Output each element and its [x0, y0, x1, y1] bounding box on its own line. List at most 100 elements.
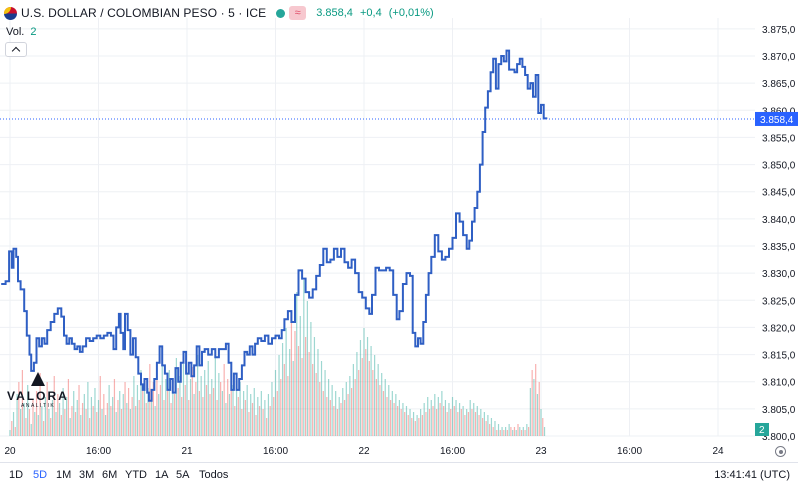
volume-bar — [446, 412, 448, 436]
volume-bar — [487, 415, 489, 436]
volume-bar — [11, 421, 13, 436]
current-price-marker: 3.858,4 2 — [0, 111, 798, 436]
volume-bar — [179, 376, 181, 436]
volume-bar — [133, 376, 135, 436]
clock-readout[interactable]: 13:41:41 (UTC) — [714, 469, 790, 481]
volume-bar — [262, 409, 264, 436]
price-change-percent: (+0,01%) — [388, 7, 434, 19]
range-6m-button[interactable]: 6M — [102, 469, 118, 481]
volume-bar — [66, 397, 68, 436]
volume-bar — [184, 385, 186, 436]
volume-bar — [198, 391, 200, 436]
volume-bar — [418, 418, 420, 436]
volume-bar — [319, 382, 321, 436]
volume-bar — [473, 403, 475, 436]
range-all-button[interactable]: Todos — [199, 469, 229, 481]
range-1d-button[interactable]: 1D — [9, 469, 24, 481]
collapse-legend-button[interactable] — [5, 42, 27, 57]
x-axis[interactable]: 20 16:00 21 16:00 22 16:00 23 16:00 24 — [4, 446, 724, 457]
volume-bar — [39, 373, 41, 436]
y-tick-label: 3.870,0 — [762, 52, 796, 63]
symbol-title[interactable]: U.S. DOLLAR / COLOMBIAN PESO · 5 · ICE — [21, 6, 267, 20]
volume-bar — [308, 352, 310, 436]
volume-bar — [191, 367, 193, 436]
range-1m-button[interactable]: 1M — [56, 469, 72, 481]
volume-bar — [361, 358, 363, 436]
volume-bar — [83, 394, 85, 436]
volume-bar — [223, 364, 225, 436]
volume-bar — [329, 400, 331, 436]
volume-bar — [274, 370, 277, 436]
volume-bar — [519, 427, 521, 436]
y-axis[interactable]: 3.875,0 3.870,0 3.865,0 3.860,0 3.855,0 3.850… — [762, 25, 796, 443]
volume-bar — [99, 376, 101, 436]
volume-bar — [335, 391, 337, 436]
volume-bar — [414, 421, 416, 436]
volume-bar — [177, 388, 179, 436]
x-tick-label: 16:00 — [617, 446, 642, 457]
y-tick-label: 3.875,0 — [762, 25, 796, 36]
volume-bar — [370, 346, 372, 436]
range-5a-button[interactable]: 5A — [176, 469, 190, 481]
range-5d-button[interactable]: 5D — [33, 469, 48, 481]
current-price-label-bg — [755, 111, 798, 126]
volume-bar — [71, 406, 73, 436]
volume-bar — [174, 394, 176, 436]
volume-bar — [41, 406, 43, 436]
y-tick-label: 3.810,0 — [762, 378, 796, 389]
volume-bar — [230, 370, 232, 436]
x-tick-label: 16:00 — [86, 446, 111, 457]
volume-bar — [186, 373, 188, 436]
volume-bar — [529, 388, 531, 436]
range-3m-button[interactable]: 3M — [79, 469, 95, 481]
volume-bar — [115, 412, 117, 436]
volume-bar — [464, 415, 466, 436]
x-tick-label: 22 — [358, 446, 370, 457]
volume-bar — [386, 397, 388, 436]
volume-bar — [494, 421, 496, 436]
volume-bar — [161, 361, 163, 436]
volume-bar — [69, 418, 71, 436]
volume-bar — [159, 385, 162, 436]
settings-gear-icon[interactable] — [775, 446, 786, 457]
volume-bar — [476, 406, 478, 436]
volume-bar — [543, 427, 546, 436]
volume-bar — [450, 409, 452, 436]
volume-bar — [51, 400, 54, 436]
volume-bar — [397, 406, 399, 436]
volume-bar — [103, 394, 105, 436]
range-1a-button[interactable]: 1A — [155, 469, 169, 481]
volume-bar — [92, 406, 94, 436]
price-readout: 3.858,4 +0,4 (+0,01%) — [316, 7, 438, 19]
time-range-toolbar: 1D 5D 1M 3M 6M YTD 1A 5A Todos 13:41:41 … — [0, 462, 798, 485]
volume-bar — [425, 412, 427, 436]
volume-bar — [434, 394, 436, 436]
volume-bar — [416, 415, 418, 436]
volume-bar — [166, 391, 169, 436]
volume-bar — [489, 424, 491, 436]
volume-bar — [301, 358, 303, 436]
approx-badge[interactable]: ≈ — [289, 6, 307, 20]
volume-bar — [258, 406, 261, 436]
range-ytd-button[interactable]: YTD — [125, 469, 147, 481]
volume-bar — [188, 400, 190, 436]
volume-bar — [389, 400, 392, 436]
logo-name: VALORA — [7, 389, 69, 403]
volume-bar — [536, 394, 539, 436]
volume-bar — [402, 403, 404, 436]
volume-bar — [351, 388, 353, 436]
volume-bar — [243, 391, 245, 436]
volume-bar — [540, 409, 542, 436]
volume-bar — [375, 379, 377, 436]
volume-bar — [342, 388, 344, 436]
chart-header: U.S. DOLLAR / COLOMBIAN PESO · 5 · ICE ≈… — [0, 5, 438, 21]
volume-bar — [432, 406, 434, 436]
valora-logo: VALORA ANALITIK — [7, 372, 69, 409]
volume-bar — [67, 379, 70, 436]
volume-bar — [297, 346, 300, 436]
volume-bar — [21, 370, 23, 436]
volume-bar — [428, 409, 431, 436]
volume-bar — [34, 412, 36, 436]
